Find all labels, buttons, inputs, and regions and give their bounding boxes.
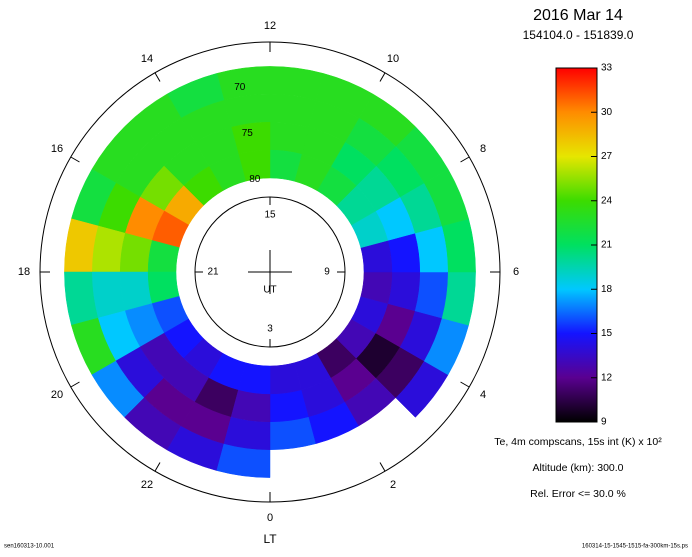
colorbar-tick-label: 24 bbox=[601, 195, 613, 206]
note: Altitude (km): 300.0 bbox=[532, 462, 623, 474]
angle-tick-label: 14 bbox=[141, 53, 153, 65]
angle-tick-label: 16 bbox=[51, 143, 63, 155]
angle-tick-label: 2 bbox=[390, 479, 396, 491]
colorbar-label: Te, 4m compscans, 15s int (K) x 10² bbox=[494, 436, 662, 448]
angle-tick bbox=[379, 72, 386, 82]
inner-tick-label: 21 bbox=[207, 267, 219, 278]
angle-tick bbox=[460, 381, 470, 388]
angle-tick-label: 18 bbox=[18, 266, 30, 278]
footer-left: sen160313-10.001 bbox=[4, 544, 55, 550]
angle-tick-label: 8 bbox=[480, 143, 486, 155]
angle-tick-label: 0 bbox=[267, 512, 273, 524]
angle-tick-label: 12 bbox=[264, 20, 276, 32]
inner-label: UT bbox=[263, 285, 276, 296]
angle-tick-label: 22 bbox=[141, 479, 153, 491]
angle-tick bbox=[70, 381, 80, 388]
heat-cell bbox=[230, 389, 271, 423]
data-cells bbox=[64, 66, 476, 478]
chart-subtitle: 154104.0 - 151839.0 bbox=[523, 28, 634, 42]
inner-tick-label: 15 bbox=[264, 210, 276, 221]
note: Rel. Error <= 30.0 % bbox=[530, 488, 626, 500]
footer-right: 160314-15-1545-1515-fa-300km-15s.ps bbox=[582, 544, 688, 550]
inner-tick-label: 9 bbox=[324, 267, 330, 278]
heat-cell bbox=[269, 121, 310, 155]
radial-tick-label: 70 bbox=[234, 82, 246, 93]
heat-cell bbox=[238, 362, 271, 395]
chart-title: 2016 Mar 14 bbox=[533, 7, 623, 24]
inner-tick-label: 3 bbox=[267, 324, 273, 335]
colorbar-tick-label: 27 bbox=[601, 151, 613, 162]
angle-tick bbox=[154, 462, 161, 472]
angle-tick bbox=[70, 156, 80, 163]
colorbar-tick-label: 18 bbox=[601, 284, 613, 295]
colorbar-tick-label: 33 bbox=[601, 63, 613, 74]
colorbar bbox=[555, 67, 598, 423]
colorbar-tick-label: 30 bbox=[601, 107, 613, 118]
colorbar-tick-label: 15 bbox=[601, 328, 613, 339]
colorbar-tick-label: 12 bbox=[601, 372, 613, 383]
radial-tick-label: 80 bbox=[249, 174, 261, 185]
angle-tick-label: 10 bbox=[387, 53, 399, 65]
angle-tick-label: 4 bbox=[480, 389, 486, 401]
heat-cell bbox=[119, 232, 153, 273]
angle-tick-label: 6 bbox=[513, 266, 519, 278]
angle-tick bbox=[379, 462, 386, 472]
colorbar-tick-label: 21 bbox=[601, 240, 613, 251]
colorbar-tick-label: 9 bbox=[601, 417, 607, 428]
radial-tick-label: 75 bbox=[242, 128, 254, 139]
angle-tick bbox=[460, 156, 470, 163]
angle-tick-label: 20 bbox=[51, 389, 63, 401]
heat-cell bbox=[387, 271, 421, 312]
angle-axis-label: LT bbox=[263, 532, 277, 546]
angle-tick bbox=[154, 72, 161, 82]
